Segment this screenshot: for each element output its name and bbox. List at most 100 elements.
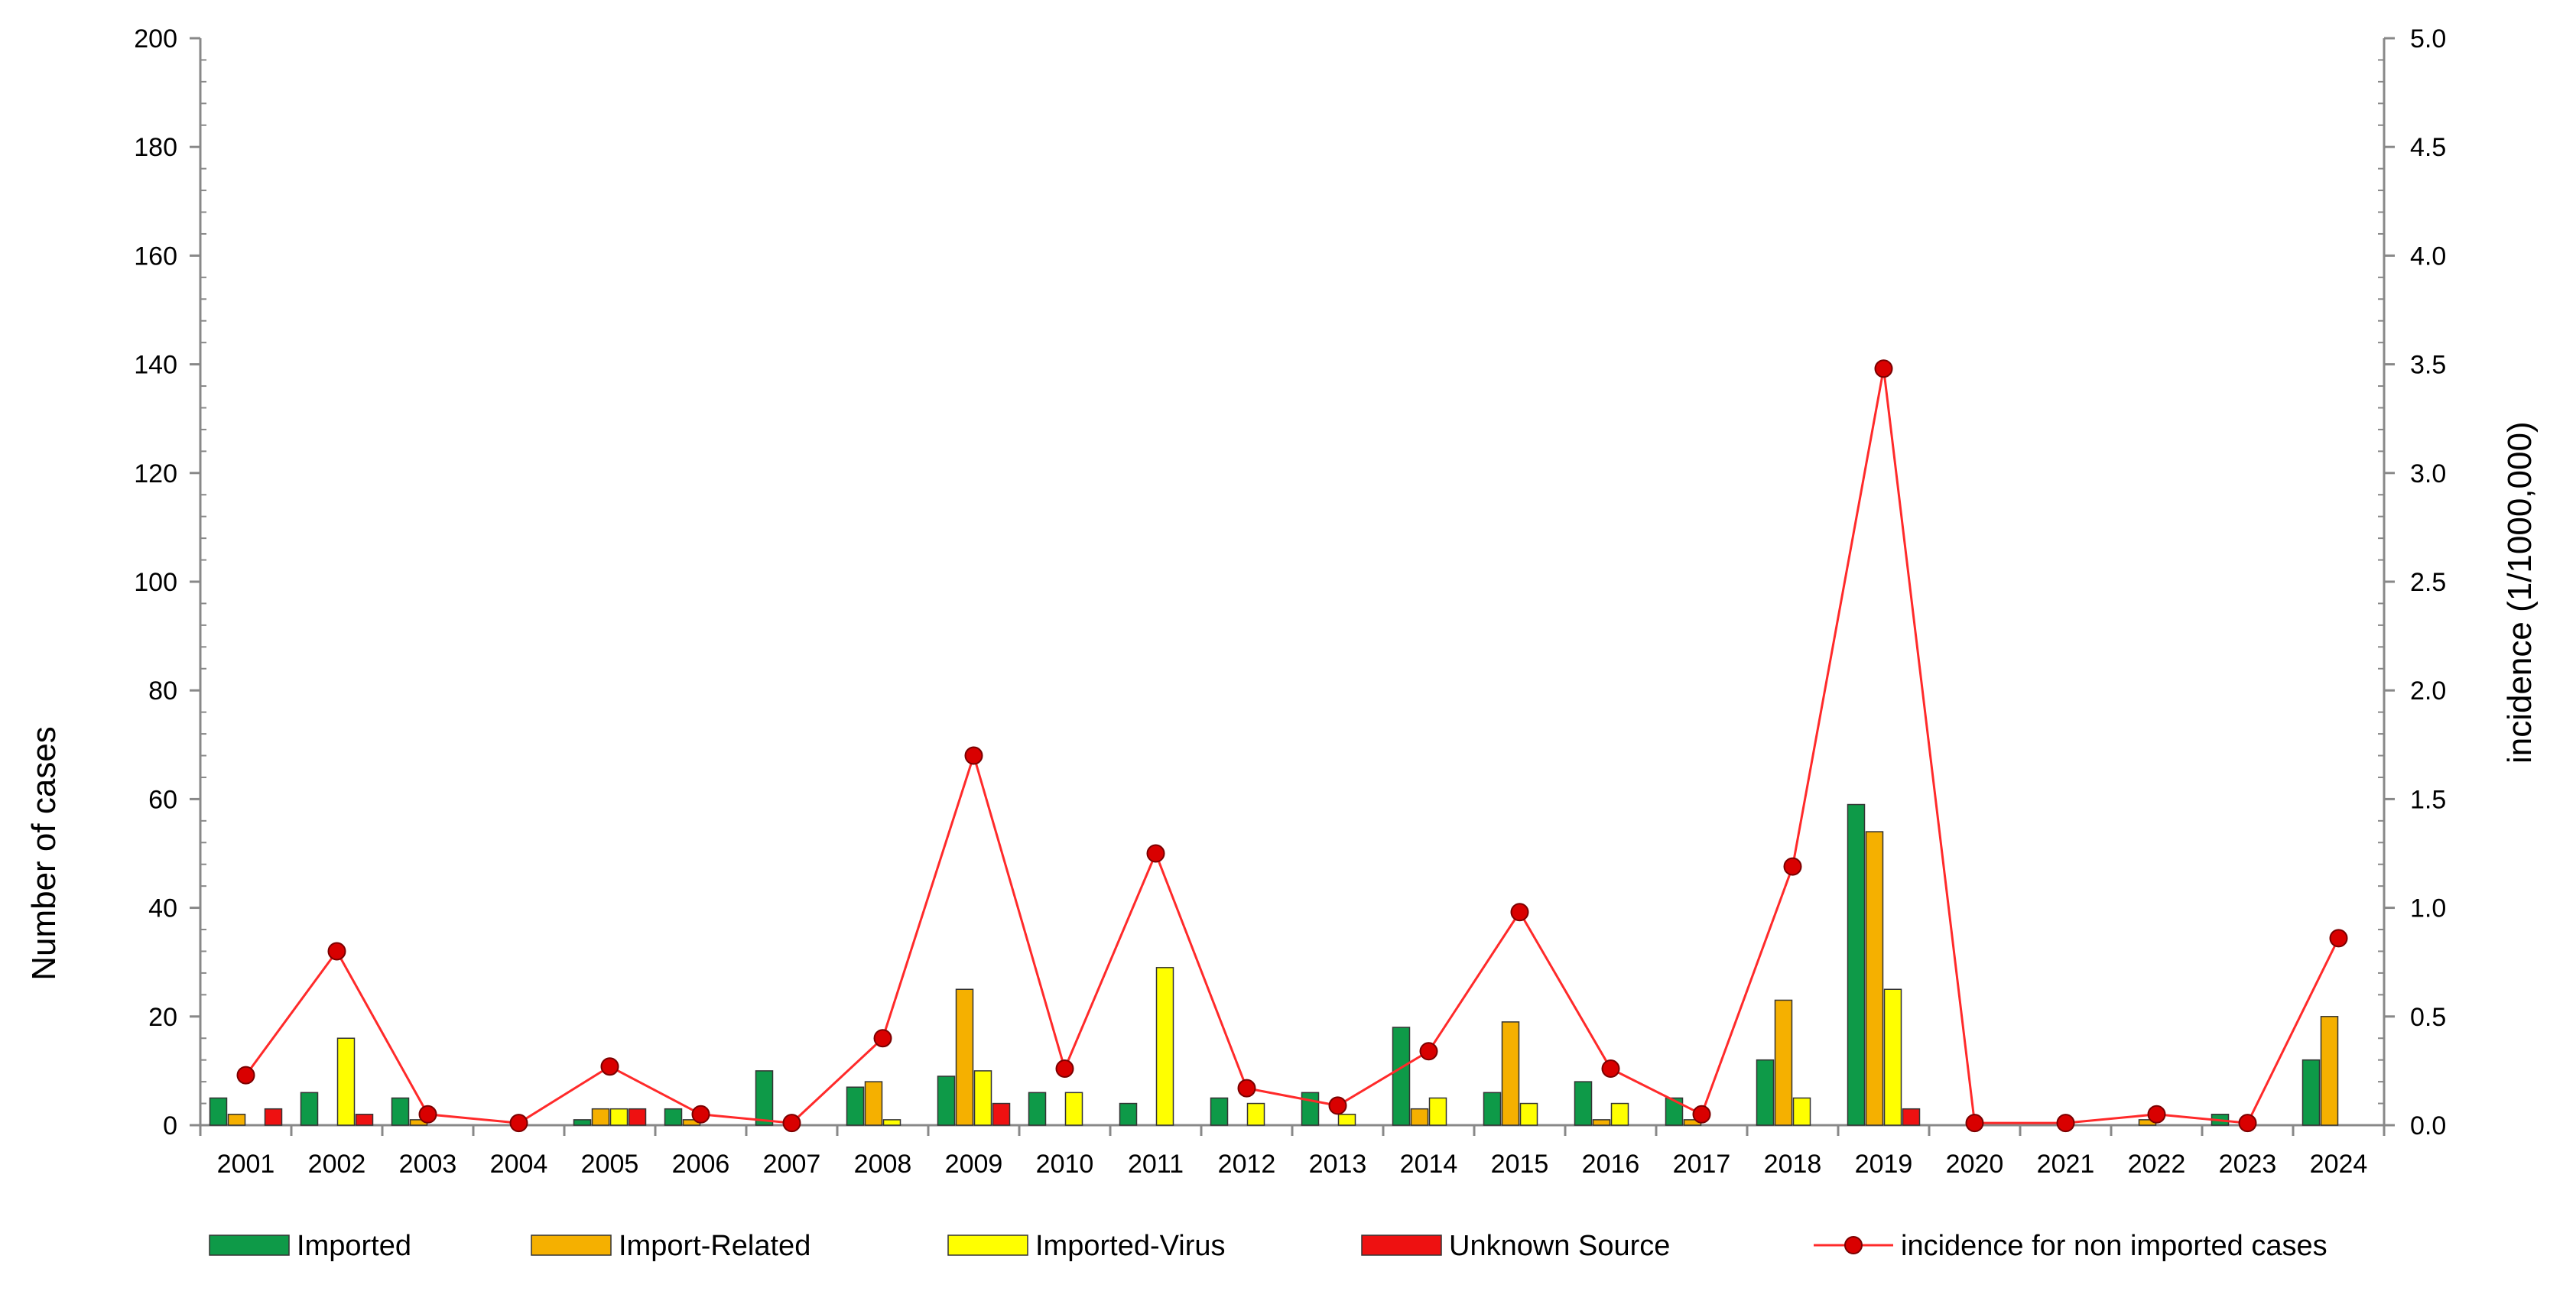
- y2-tick-label: 0.5: [2410, 1003, 2446, 1032]
- bar-imported: [1574, 1081, 1593, 1126]
- x-tick-label: 2011: [1128, 1150, 1184, 1179]
- incidence-point: [691, 1105, 710, 1124]
- y-tick-label: 180: [134, 133, 177, 162]
- x-tick-label: 2007: [763, 1150, 821, 1179]
- legend: Imported Import-Related Imported-Virus Unkn…: [209, 1230, 2327, 1262]
- incidence-point: [1874, 359, 1893, 378]
- bar-imported-virus: [1337, 1114, 1356, 1126]
- bar-imported: [1756, 1059, 1775, 1126]
- bar-imported: [1210, 1097, 1229, 1126]
- y-tick-label: 160: [134, 242, 177, 271]
- legend-label-import-related: Import-Related: [619, 1230, 810, 1262]
- x-tick-label: 2014: [1400, 1150, 1458, 1179]
- bar-imported-virus: [1155, 967, 1174, 1126]
- bar-imported: [1392, 1027, 1411, 1126]
- y-axis-title: Number of cases: [25, 726, 63, 981]
- bar-imported: [1301, 1092, 1320, 1126]
- x-tick-label: 2018: [1764, 1150, 1822, 1179]
- incidence-point: [1237, 1079, 1256, 1098]
- incidence-point: [509, 1114, 528, 1133]
- bar-import-related: [2320, 1016, 2339, 1126]
- x-tick-label: 2009: [945, 1150, 1003, 1179]
- x-tick-label: 2022: [2128, 1150, 2186, 1179]
- y2-tick-label: 3.5: [2410, 351, 2446, 380]
- incidence-point: [1146, 844, 1165, 863]
- y2-tick-label: 3.0: [2410, 459, 2446, 488]
- bar-imported-virus: [1064, 1092, 1083, 1126]
- y-tick-label: 80: [148, 676, 177, 706]
- incidence-line: [236, 359, 2348, 1133]
- y2-tick-label: 1.5: [2410, 785, 2446, 814]
- x-tick-label: 2001: [217, 1150, 275, 1179]
- incidence-point: [1055, 1059, 1074, 1079]
- incidence-point: [600, 1057, 619, 1076]
- bar-imported: [937, 1076, 956, 1126]
- incidence-point: [1601, 1059, 1620, 1079]
- x-tick-label: 2020: [1946, 1150, 2004, 1179]
- y-tick-label: 0: [163, 1111, 177, 1140]
- incidence-point: [2238, 1114, 2257, 1133]
- y-tick-label: 100: [134, 568, 177, 597]
- y2-axis-title: incidence (1/1000,000): [2501, 421, 2539, 764]
- x-tick-label: 2005: [581, 1150, 639, 1179]
- bar-imported: [1665, 1097, 1684, 1126]
- bar-import-related: [1865, 831, 1884, 1126]
- bar-unknown-source: [992, 1102, 1011, 1126]
- incidence-point: [1692, 1105, 1711, 1124]
- bar-unknown-source: [355, 1114, 374, 1126]
- x-tick-label: 2024: [2310, 1150, 2368, 1179]
- bar-imported-virus: [1428, 1097, 1447, 1126]
- x-tick-label: 2008: [854, 1150, 912, 1179]
- bar-imported-virus: [1883, 988, 1902, 1126]
- y-tick-label: 40: [148, 894, 177, 923]
- x-tick-label: 2016: [1582, 1150, 1640, 1179]
- bar-unknown-source: [264, 1108, 283, 1126]
- legend-swatch-unknown-source: [1361, 1234, 1442, 1256]
- bar-imported: [664, 1108, 683, 1126]
- incidence-point: [1510, 903, 1529, 922]
- legend-marker-incidence-for-non-imported-cases: [1844, 1236, 1863, 1254]
- y2-tick-label: 2.5: [2410, 568, 2446, 597]
- bar-imported-virus: [1246, 1102, 1265, 1126]
- bar-import-related: [1410, 1108, 1429, 1126]
- legend-swatch-imported: [209, 1234, 290, 1256]
- incidence-point: [2147, 1105, 2166, 1124]
- x-tick-label: 2002: [308, 1150, 366, 1179]
- bar-imported: [1483, 1092, 1502, 1126]
- x-tick-label: 2006: [672, 1150, 730, 1179]
- bar-import-related: [1592, 1119, 1611, 1126]
- bar-import-related: [227, 1114, 246, 1126]
- bar-imported: [209, 1097, 228, 1126]
- bar-unknown-source: [1902, 1108, 1921, 1126]
- incidence-point: [1328, 1096, 1347, 1115]
- legend-label-imported-virus: Imported-Virus: [1035, 1230, 1226, 1262]
- incidence-point: [1783, 857, 1802, 876]
- incidence-point: [2056, 1114, 2075, 1133]
- incidence-polyline: [245, 368, 2340, 1124]
- x-tick-label: 2017: [1673, 1150, 1731, 1179]
- incidence-point: [1965, 1114, 1984, 1133]
- legend-label-imported: Imported: [297, 1230, 411, 1262]
- x-tick-label: 2023: [2219, 1150, 2277, 1179]
- x-tick-label: 2021: [2037, 1150, 2095, 1179]
- bar-imported-virus: [973, 1070, 992, 1126]
- y2-tick-label: 4.5: [2410, 133, 2446, 162]
- bar-imported: [1119, 1102, 1138, 1126]
- bar-unknown-source: [628, 1108, 647, 1126]
- bars: [209, 803, 2339, 1126]
- x-tick-label: 2019: [1855, 1150, 1913, 1179]
- bar-imported: [1028, 1092, 1047, 1126]
- incidence-point: [873, 1029, 892, 1048]
- y-tick-label: 200: [134, 24, 177, 54]
- bar-imported-virus: [336, 1037, 356, 1126]
- incidence-point: [418, 1105, 437, 1124]
- legend-label-unknown-source: Unknown Source: [1449, 1230, 1670, 1262]
- x-tick-label: 2015: [1491, 1150, 1549, 1179]
- y-tick-label: 140: [134, 351, 177, 380]
- x-tick-label: 2010: [1036, 1150, 1094, 1179]
- y-tick-label: 120: [134, 459, 177, 488]
- y2-tick-label: 5.0: [2410, 24, 2446, 54]
- incidence-point: [2329, 929, 2348, 948]
